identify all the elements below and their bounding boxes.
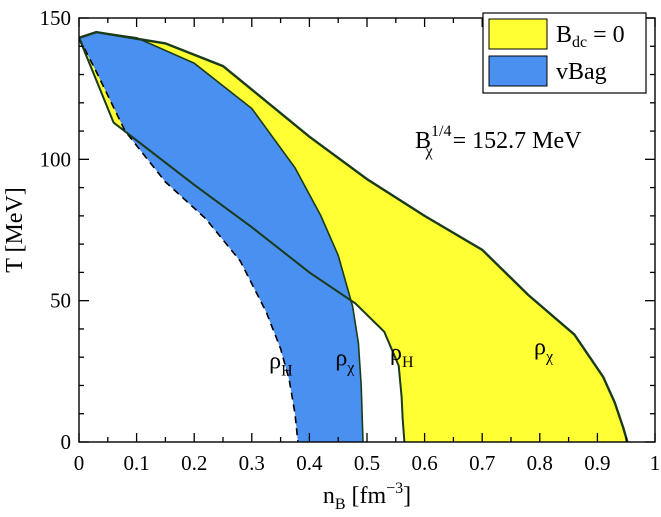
y-tick-label: 150	[40, 6, 72, 30]
bag-constant-annotation: B1/4 χ = 152.7 MeV	[415, 123, 582, 160]
legend: Bdc = 0 vBag	[482, 12, 647, 94]
legend-label-vbag: vBag	[556, 59, 607, 85]
x-tick-label: 0.5	[354, 451, 380, 475]
x-tick-label: 0.7	[469, 451, 495, 475]
y-tick-label: 0	[61, 430, 72, 454]
y-tick-label: 100	[40, 147, 72, 171]
curve-bdc-rho-chi	[79, 30, 629, 442]
curve-vbag-rho-h	[79, 37, 299, 442]
x-tick-label: 0.8	[527, 451, 553, 475]
curve-bdc-rho-h	[79, 37, 406, 442]
x-tick-label: 0	[74, 451, 85, 475]
curve-label-rho-chi: ρχ	[335, 346, 355, 377]
curve-label-rho-h: ρH	[390, 340, 414, 371]
y-tick-label: 50	[50, 289, 71, 313]
x-tick-label: 0.4	[296, 451, 323, 475]
legend-label-bdc: Bdc = 0	[556, 22, 625, 51]
x-tick-label: 1	[650, 451, 661, 475]
x-tick-label: 0.2	[181, 451, 207, 475]
legend-swatch-bdc	[488, 18, 548, 50]
x-axis-label: nB [fm−3]	[323, 480, 411, 513]
x-tick-label: 0.1	[123, 451, 149, 475]
curve-label-rho-h: ρH	[269, 349, 293, 380]
region-vbag	[79, 32, 363, 442]
curve-labels: ρH ρχ ρH ρχ	[269, 334, 554, 379]
y-axis-label: T [MeV]	[2, 187, 28, 273]
curve-label-rho-chi: ρχ	[534, 334, 554, 365]
tick-layer: 0 0.1 0.2 0.3 0.4 0.5 0.6 0.7 0.8 0.9 1 0 50 100 150	[40, 6, 661, 475]
x-tick-label: 0.9	[584, 451, 610, 475]
plot-frame	[78, 17, 656, 443]
x-tick-label: 0.6	[411, 451, 437, 475]
legend-swatch-vbag	[488, 55, 548, 87]
series-layer	[79, 30, 629, 442]
x-tick-label: 0.3	[239, 451, 265, 475]
